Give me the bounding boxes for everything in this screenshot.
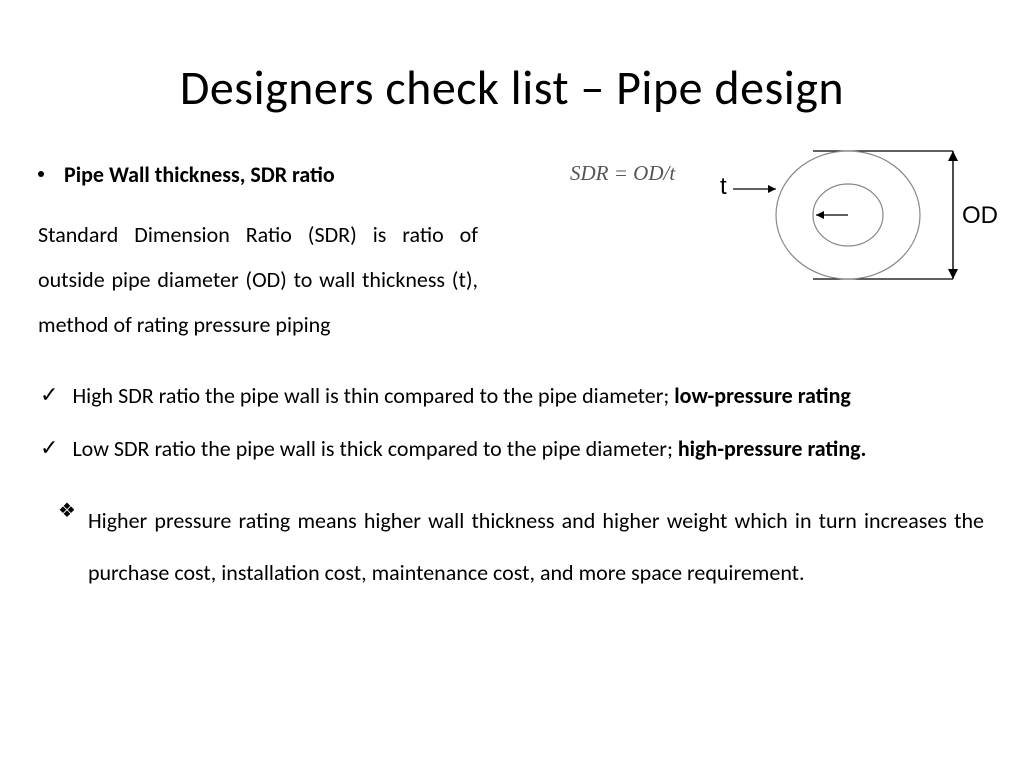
check-bold-2: high-pressure rating. [678, 435, 867, 462]
bullet-dot-icon [38, 171, 44, 177]
right-column: SDR = OD/t t [508, 161, 1000, 347]
paragraph-sdr-definition: Standard Dimension Ratio (SDR) is ratio … [38, 212, 478, 347]
diamond-block: ❖ Higher pressure rating means higher wa… [0, 495, 1024, 598]
diamond-item: ❖ Higher pressure rating means higher wa… [58, 495, 984, 598]
label-t: t [720, 173, 727, 200]
pipe-diagram-svg: t OD [698, 139, 998, 299]
slide: Designers check list – Pipe design Pipe … [0, 58, 1024, 768]
check-bold-1: low-pressure rating [674, 382, 851, 409]
check-item: ✓ Low SDR ratio the pipe wall is thick c… [40, 434, 996, 465]
label-od: OD [962, 202, 998, 229]
slide-title: Designers check list – Pipe design [0, 58, 1024, 117]
check-icon: ✓ [40, 381, 58, 408]
check-prefix-2: Low SDR ratio the pipe wall is thick com… [72, 435, 677, 462]
diamond-bullet-icon: ❖ [58, 498, 76, 523]
check-item: ✓ High SDR ratio the pipe wall is thin c… [40, 381, 996, 412]
diamond-text: Higher pressure rating means higher wall… [88, 495, 984, 598]
left-column: Pipe Wall thickness, SDR ratio Standard … [38, 161, 508, 347]
check-list: ✓ High SDR ratio the pipe wall is thin c… [0, 381, 1024, 465]
check-icon: ✓ [40, 434, 58, 461]
bullet-heading: Pipe Wall thickness, SDR ratio [64, 161, 335, 188]
formula-text: SDR = OD/t [570, 161, 675, 186]
top-row: Pipe Wall thickness, SDR ratio Standard … [0, 161, 1024, 347]
check-prefix-1: High SDR ratio the pipe wall is thin com… [72, 382, 674, 409]
check-text-2: Low SDR ratio the pipe wall is thick com… [72, 434, 866, 465]
bullet-line: Pipe Wall thickness, SDR ratio [38, 161, 508, 188]
pipe-cross-section-diagram: t OD [698, 139, 998, 304]
check-text-1: High SDR ratio the pipe wall is thin com… [72, 381, 850, 412]
